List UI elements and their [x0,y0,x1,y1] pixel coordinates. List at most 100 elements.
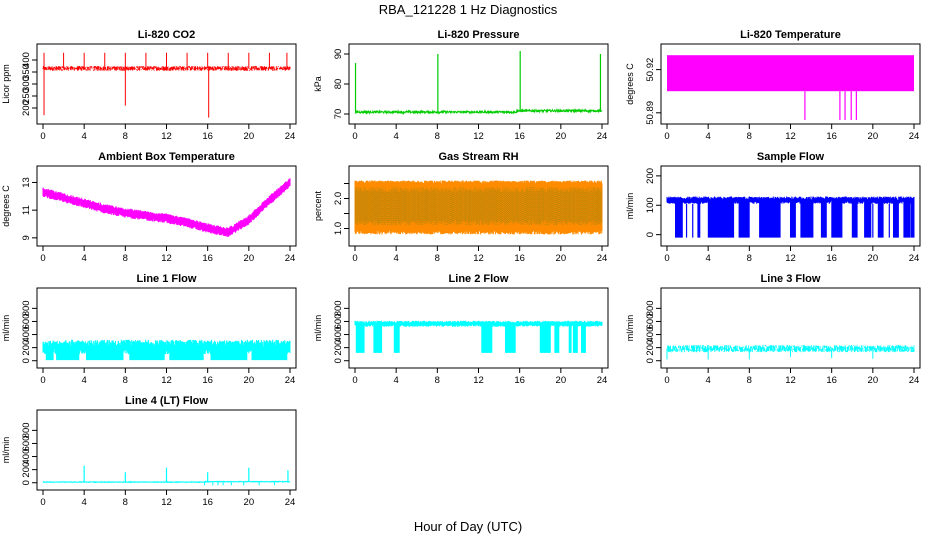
panel-title: Line 3 Flow [761,273,821,285]
x-tick-label: 8 [123,131,128,142]
x-tick-label: 16 [202,131,213,142]
panel-3: Ambient Box Temperature degrees C 0 4 8 12 16 2… [1,151,297,264]
x-tick-label: 16 [202,497,213,508]
x-tick-label: 0 [40,253,45,264]
y-tick-label: 90 [333,49,344,60]
x-tick-label: 20 [556,375,567,386]
y-tick-label: 0 [645,232,656,237]
y-tick-label: 800 [21,422,32,438]
panel-ylabel: ml/min [1,315,11,342]
panel-7: Line 2 Flow ml/min 0 4 8 12 16 20 24 0 20040060080… [313,273,609,386]
x-tick-label: 8 [435,375,440,386]
y-tick-label: 0 [645,358,656,363]
x-tick-label: 8 [747,131,752,142]
x-tick-label: 20 [244,375,255,386]
series-line [667,55,914,120]
y-tick-label: 200 [645,168,656,184]
y-tick-label: 800 [21,300,32,316]
x-tick-label: 12 [785,131,796,142]
x-tick-label: 12 [473,131,484,142]
x-tick-label: 20 [244,131,255,142]
y-tick-label: 50.92 [645,58,656,82]
panel-title: Li-820 Pressure [438,29,520,41]
x-tick-label: 0 [352,375,357,386]
y-tick-label: 100 [645,197,656,213]
series-line [42,178,291,237]
figure-xlabel: Hour of Day (UTC) [414,519,522,534]
x-tick-label: 4 [706,375,711,386]
x-tick-label: 12 [473,375,484,386]
x-tick-label: 0 [664,131,669,142]
x-tick-label: 8 [747,253,752,264]
panel-ylabel: Licor ppm [1,64,11,104]
panel-title: Li-820 Temperature [740,29,841,41]
x-tick-label: 16 [826,375,837,386]
x-tick-label: 8 [435,131,440,142]
y-tick-label: 800 [333,300,344,316]
panel-ylabel: kPa [313,76,323,92]
series-band [42,339,291,361]
y-tick-label: 1.0 [333,222,344,235]
x-tick-label: 0 [664,253,669,264]
series-line [42,52,291,118]
x-tick-label: 24 [597,253,608,264]
x-tick-label: 8 [123,497,128,508]
y-tick-label: 200 [645,340,656,356]
panel-title: Sample Flow [757,151,825,163]
panel-ylabel: ml/min [1,437,11,464]
x-tick-label: 16 [514,375,525,386]
x-tick-label: 16 [202,375,213,386]
x-tick-label: 24 [285,375,296,386]
y-tick-label: 70 [333,109,344,120]
y-tick-label: 800 [645,300,656,316]
panel-8: Line 3 Flow ml/min 0 4 8 12 16 20 24 0 20040060080… [625,273,921,386]
panel-ylabel: degrees C [1,185,11,227]
panel-ylabel: degrees C [625,63,635,105]
y-tick-label: 350 [21,64,32,80]
y-tick-label: 0 [333,358,344,363]
y-tick-label: 200 [21,340,32,356]
x-tick-label: 12 [473,253,484,264]
x-tick-label: 8 [123,253,128,264]
panel-title: Ambient Box Temperature [98,151,235,163]
panel-1: Li-820 Pressure kPa 0 4 8 12 16 20 24 70 80 90 [313,29,609,142]
x-tick-label: 16 [202,253,213,264]
y-tick-label: 200 [333,340,344,356]
x-tick-label: 20 [244,253,255,264]
x-tick-label: 8 [747,375,752,386]
x-tick-label: 0 [352,131,357,142]
x-tick-label: 24 [909,375,920,386]
x-tick-label: 12 [785,253,796,264]
x-tick-label: 24 [285,497,296,508]
y-tick-label: 400 [645,327,656,343]
panel-6: Line 1 Flow ml/min 0 4 8 12 16 20 24 0 20040060080… [1,273,297,386]
y-tick-label: 200 [21,462,32,478]
y-tick-label: 300 [21,76,32,92]
series-line [354,180,603,235]
panel-0: Li-820 CO2 Licor ppm 0 4 8 12 16 20 24 2002503003… [1,29,297,142]
series-line [42,339,291,361]
plot-frame [36,165,297,247]
y-tick-label: 600 [333,314,344,330]
x-tick-label: 12 [161,131,172,142]
panel-title: Line 1 Flow [137,273,197,285]
series-line [354,320,603,353]
x-tick-label: 20 [868,375,879,386]
panel-2: Li-820 Temperature degrees C 0 4 8 12 16 20 24 50… [625,29,921,142]
series-band [354,320,603,353]
series-line [42,465,291,486]
y-tick-label: 250 [21,88,32,104]
panel-ylabel: ml/min [625,193,635,220]
y-tick-label: 600 [21,314,32,330]
y-tick-label: 50.89 [645,101,656,125]
series-line [354,51,603,116]
x-tick-label: 4 [82,253,87,264]
series-line [666,196,915,238]
y-tick-label: 2.0 [333,192,344,205]
x-tick-label: 4 [82,375,87,386]
panel-9: Line 4 (LT) Flow ml/min 0 4 8 12 16 20 24 0 200400… [1,395,297,508]
x-tick-label: 24 [285,131,296,142]
x-tick-label: 4 [394,253,399,264]
